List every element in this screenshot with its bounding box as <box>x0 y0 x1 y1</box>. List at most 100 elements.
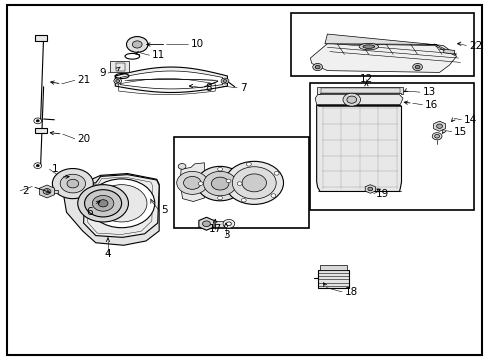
Circle shape <box>60 174 85 193</box>
Text: 18: 18 <box>344 287 357 297</box>
Circle shape <box>223 80 226 82</box>
Circle shape <box>96 185 147 222</box>
Circle shape <box>178 163 185 169</box>
Circle shape <box>183 176 201 189</box>
Circle shape <box>43 189 51 194</box>
Circle shape <box>84 190 122 217</box>
Circle shape <box>196 166 243 201</box>
Circle shape <box>242 174 266 192</box>
Polygon shape <box>64 174 159 245</box>
Text: 3: 3 <box>222 230 229 239</box>
Bar <box>43 190 58 193</box>
Circle shape <box>211 177 228 190</box>
Circle shape <box>88 179 155 228</box>
Polygon shape <box>325 34 456 55</box>
Bar <box>310 83 473 211</box>
Polygon shape <box>316 105 401 192</box>
Circle shape <box>224 161 283 204</box>
Polygon shape <box>365 185 375 193</box>
Circle shape <box>436 124 442 129</box>
Text: 12: 12 <box>359 74 372 84</box>
Polygon shape <box>40 185 55 198</box>
Bar <box>116 63 125 71</box>
Circle shape <box>270 194 275 197</box>
Text: 22: 22 <box>468 41 481 50</box>
Circle shape <box>226 222 231 226</box>
Bar <box>321 88 399 93</box>
Circle shape <box>312 63 322 71</box>
Circle shape <box>217 167 222 171</box>
Text: 17: 17 <box>208 225 222 234</box>
Circle shape <box>431 133 441 140</box>
Circle shape <box>412 63 422 71</box>
Bar <box>290 13 473 76</box>
Text: 14: 14 <box>463 115 476 125</box>
Bar <box>215 221 226 226</box>
Circle shape <box>92 195 114 211</box>
Text: 4: 4 <box>104 248 111 258</box>
Polygon shape <box>315 95 402 105</box>
Circle shape <box>414 65 419 69</box>
Circle shape <box>198 182 203 185</box>
Polygon shape <box>433 121 445 131</box>
Circle shape <box>52 168 93 199</box>
Text: 16: 16 <box>424 100 437 110</box>
Text: 19: 19 <box>375 189 388 199</box>
Text: 21: 21 <box>77 75 90 85</box>
Ellipse shape <box>362 45 374 48</box>
Text: 11: 11 <box>152 50 165 60</box>
Circle shape <box>232 167 276 199</box>
Polygon shape <box>316 87 402 94</box>
Ellipse shape <box>358 43 378 50</box>
Polygon shape <box>83 175 159 237</box>
Text: 6: 6 <box>86 207 92 217</box>
Circle shape <box>116 80 120 82</box>
Circle shape <box>114 78 122 84</box>
Text: 9: 9 <box>99 68 105 78</box>
Polygon shape <box>120 71 222 89</box>
Circle shape <box>434 134 439 138</box>
Polygon shape <box>119 78 215 95</box>
Circle shape <box>203 171 236 196</box>
Circle shape <box>246 162 251 166</box>
Text: 8: 8 <box>205 83 212 93</box>
Circle shape <box>367 187 372 191</box>
Circle shape <box>241 198 245 202</box>
Circle shape <box>202 221 210 226</box>
Circle shape <box>274 172 279 175</box>
Bar <box>319 265 346 270</box>
Text: 15: 15 <box>453 127 467 136</box>
Text: 10: 10 <box>190 40 203 49</box>
Text: 20: 20 <box>77 134 90 144</box>
Circle shape <box>237 182 242 185</box>
Circle shape <box>67 179 79 188</box>
Text: 1: 1 <box>52 164 59 174</box>
Circle shape <box>98 200 108 207</box>
Polygon shape <box>180 163 205 202</box>
Circle shape <box>346 96 356 103</box>
Circle shape <box>78 185 128 222</box>
Bar <box>443 49 454 54</box>
Circle shape <box>315 65 320 69</box>
Circle shape <box>126 37 148 52</box>
Bar <box>110 61 129 72</box>
Text: 13: 13 <box>422 87 435 97</box>
Bar <box>317 270 348 288</box>
Text: 7: 7 <box>239 83 246 93</box>
Polygon shape <box>199 217 214 230</box>
Text: 2: 2 <box>22 186 29 196</box>
Circle shape <box>36 165 39 167</box>
Circle shape <box>223 220 234 228</box>
Bar <box>35 35 47 41</box>
Circle shape <box>225 179 230 183</box>
Circle shape <box>132 41 142 48</box>
Circle shape <box>36 120 39 122</box>
Polygon shape <box>115 67 227 93</box>
Polygon shape <box>310 44 456 72</box>
Text: 5: 5 <box>161 206 168 216</box>
Circle shape <box>221 78 228 84</box>
Circle shape <box>217 196 222 200</box>
Bar <box>35 128 47 134</box>
Circle shape <box>342 93 360 106</box>
Bar <box>173 137 309 228</box>
